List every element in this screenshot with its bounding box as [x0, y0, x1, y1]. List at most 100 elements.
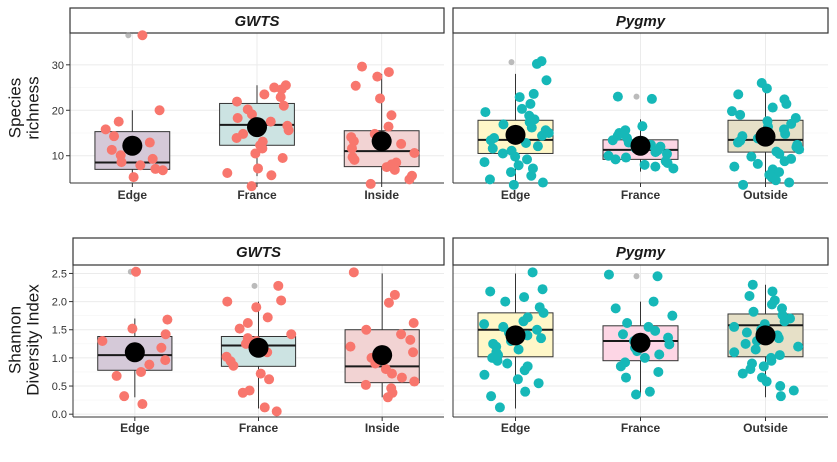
data-point — [758, 361, 769, 372]
x-category-label: France — [239, 421, 279, 435]
data-point — [750, 344, 761, 355]
data-point — [360, 379, 371, 390]
outlier-point — [633, 93, 640, 100]
data-point — [137, 30, 148, 41]
data-point — [784, 177, 795, 188]
data-point — [264, 374, 275, 385]
data-point — [350, 80, 361, 91]
y-axis-title-line: richness — [23, 76, 42, 139]
data-point — [729, 347, 740, 358]
data-point — [157, 165, 168, 176]
data-point — [160, 329, 171, 340]
data-point — [780, 128, 791, 139]
data-point — [389, 164, 400, 175]
data-point — [745, 364, 756, 375]
data-point — [396, 329, 407, 340]
data-point — [667, 310, 678, 321]
box-iqr — [97, 335, 173, 371]
data-point — [650, 147, 661, 158]
x-category-label: Edge — [501, 421, 531, 435]
data-point — [480, 107, 491, 118]
data-point — [383, 121, 394, 132]
data-point — [729, 321, 740, 332]
mean-marker — [630, 332, 651, 353]
data-point — [603, 269, 614, 280]
data-point — [251, 302, 262, 313]
data-point — [788, 385, 799, 396]
data-point — [737, 368, 748, 379]
data-point — [365, 178, 376, 189]
data-point — [275, 92, 286, 103]
data-point — [533, 378, 544, 389]
data-point — [512, 374, 523, 385]
data-point — [154, 105, 165, 116]
data-point — [389, 289, 400, 300]
data-point — [519, 365, 530, 376]
data-point — [522, 154, 533, 165]
data-point — [128, 172, 139, 183]
data-point — [774, 148, 785, 159]
data-point — [622, 317, 633, 328]
data-point — [536, 333, 547, 344]
data-point — [498, 119, 509, 130]
x-category-label: Inside — [364, 188, 399, 202]
data-point — [733, 137, 744, 148]
y-axis-title: ShannonDiversity Index — [6, 284, 43, 396]
data-point — [502, 358, 513, 369]
data-point — [231, 133, 242, 143]
y-axis-title: Speciesrichness — [6, 76, 43, 139]
data-point — [537, 130, 548, 141]
facet-strip-label: GWTS — [235, 13, 280, 30]
data-point — [607, 135, 618, 146]
x-category-label: France — [621, 421, 661, 435]
data-point — [487, 143, 498, 154]
data-point — [156, 342, 167, 353]
data-point — [259, 402, 270, 413]
data-point — [386, 110, 397, 121]
data-point — [531, 58, 542, 69]
data-point — [793, 341, 804, 352]
data-point — [479, 157, 490, 168]
data-point — [346, 143, 357, 154]
outlier-point — [251, 282, 258, 289]
data-point — [508, 179, 519, 190]
data-point — [748, 306, 759, 317]
data-point — [537, 284, 548, 295]
x-category-label: Inside — [365, 421, 400, 435]
facet-strip-label: Pygmy — [616, 244, 666, 261]
outlier-point — [633, 273, 640, 280]
data-point — [538, 307, 549, 318]
facet-strip — [69, 7, 445, 34]
data-point — [409, 376, 420, 387]
x-category-label: France — [621, 188, 661, 202]
data-point — [513, 160, 524, 171]
data-point — [276, 84, 287, 95]
data-point — [372, 71, 383, 82]
data-point — [612, 91, 623, 102]
data-point — [265, 116, 276, 127]
data-point — [516, 103, 527, 114]
data-point — [774, 350, 785, 361]
data-point — [222, 296, 233, 307]
data-point — [733, 89, 744, 100]
data-point — [253, 163, 264, 174]
data-point — [648, 296, 659, 307]
y-tick-label: 1.0 — [52, 353, 67, 365]
data-point — [232, 113, 243, 123]
y-tick-label: 2.5 — [52, 268, 67, 280]
data-point — [615, 361, 626, 372]
mean-marker — [372, 345, 393, 366]
y-tick-label: 0.0 — [52, 409, 67, 421]
y-tick-label: 10 — [52, 151, 64, 163]
data-point — [513, 344, 524, 355]
data-point — [781, 98, 792, 109]
data-point — [382, 392, 393, 403]
y-tick-label: 30 — [52, 60, 64, 72]
data-point — [357, 61, 368, 72]
data-point — [162, 314, 173, 325]
y-tick-label: 2.0 — [52, 297, 67, 309]
data-point — [127, 323, 138, 334]
data-point — [259, 89, 270, 100]
facet-strip — [452, 7, 829, 34]
data-point — [617, 329, 628, 340]
